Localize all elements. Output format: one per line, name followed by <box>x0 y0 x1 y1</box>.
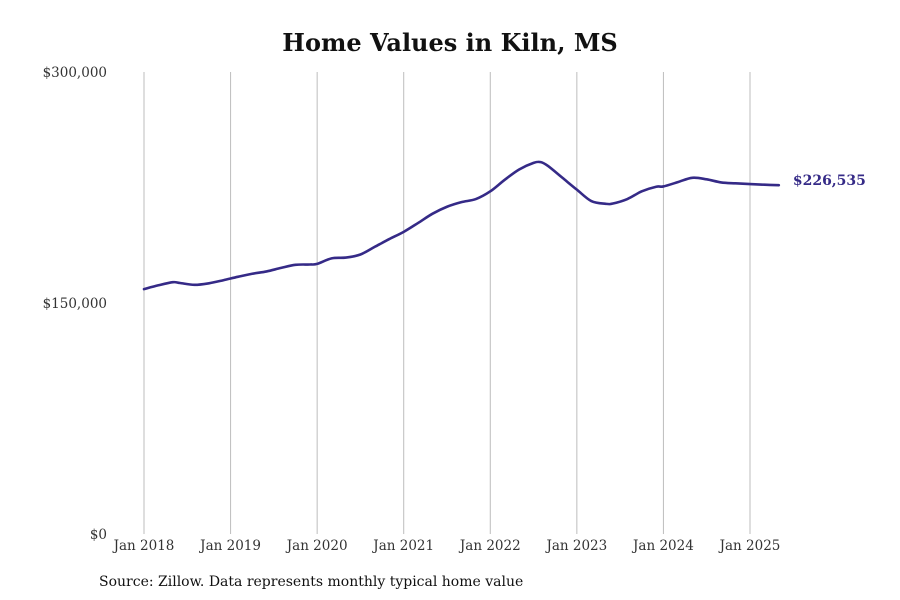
y-axis-ticks: $0 $150,000 $300,000 <box>43 65 107 543</box>
x-tick-label: Jan 2021 <box>371 538 434 554</box>
x-tick-label: Jan 2019 <box>198 538 261 554</box>
x-tick-label: Jan 2023 <box>544 538 607 554</box>
chart-title: Home Values in Kiln, MS <box>282 28 618 57</box>
x-tick-label: Jan 2020 <box>285 538 348 554</box>
x-tick-label: Jan 2024 <box>631 538 694 554</box>
gridlines <box>143 72 751 534</box>
y-tick-label: $150,000 <box>43 296 107 312</box>
series-line <box>142 160 781 291</box>
x-axis-ticks: Jan 2018 Jan 2019 Jan 2020 Jan 2021 Jan 2022… <box>112 538 781 554</box>
source-note: Source: Zillow. Data represents monthly … <box>99 574 524 590</box>
end-value-label: $226,535 <box>793 173 866 189</box>
x-tick-label: Jan 2025 <box>718 538 781 554</box>
series-layer: $226,535 <box>142 160 866 291</box>
y-tick-label: $300,000 <box>43 65 107 81</box>
y-tick-label: $0 <box>90 527 107 543</box>
x-tick-label: Jan 2018 <box>112 538 175 554</box>
x-tick-label: Jan 2022 <box>458 538 521 554</box>
